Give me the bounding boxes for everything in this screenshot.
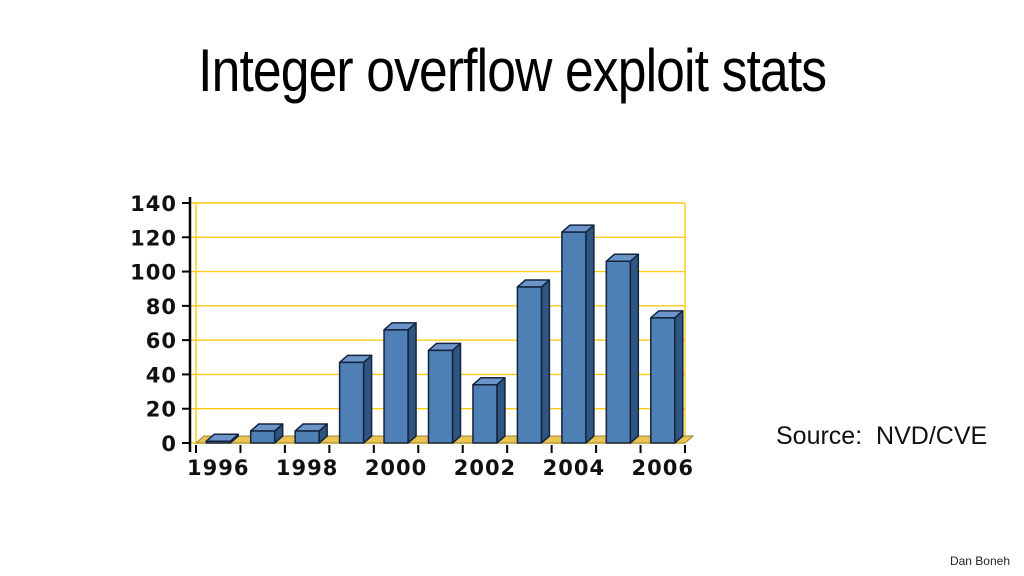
- x-tick-label: 2006: [632, 456, 694, 480]
- x-tick-label: 2002: [454, 456, 516, 480]
- x-tick-label: 2004: [543, 456, 605, 480]
- y-tick-label: 40: [146, 363, 177, 387]
- x-tick-label: 1996: [187, 456, 249, 480]
- author-credit: Dan Boneh: [949, 554, 1010, 568]
- bar-front: [516, 286, 543, 444]
- bar-front: [605, 260, 632, 444]
- page-title-text: Integer overflow exploit stats: [197, 37, 827, 104]
- page-title: Integer overflow exploit stats: [0, 36, 1024, 105]
- bar-front: [650, 317, 676, 444]
- bar-front: [294, 430, 320, 444]
- bar-side: [674, 310, 684, 444]
- y-tick-label: 120: [130, 226, 177, 250]
- bar-front: [561, 231, 587, 444]
- y-tick-label: 80: [146, 295, 177, 319]
- x-tick-label: 2000: [365, 456, 427, 480]
- bar-front: [338, 361, 365, 444]
- bar-front: [205, 440, 231, 444]
- x-tick-label: 1998: [276, 456, 338, 480]
- bar-front: [472, 383, 498, 444]
- bar-front: [249, 430, 276, 444]
- y-tick-label: 0: [161, 432, 177, 456]
- y-tick-label: 100: [130, 261, 177, 285]
- bar-front: [383, 329, 409, 444]
- bar-front: [427, 349, 454, 444]
- bar-side: [629, 253, 640, 444]
- bar-side: [496, 376, 506, 444]
- y-tick-label: 20: [146, 398, 177, 422]
- source-note: Source: NVD/CVE: [776, 422, 988, 450]
- bar-side: [540, 279, 551, 444]
- bar-side: [451, 342, 462, 444]
- bar-side: [407, 322, 417, 444]
- bar-side: [585, 224, 595, 444]
- bar-side: [362, 354, 373, 444]
- y-tick-label: 140: [130, 192, 177, 216]
- y-tick-label: 60: [146, 329, 177, 353]
